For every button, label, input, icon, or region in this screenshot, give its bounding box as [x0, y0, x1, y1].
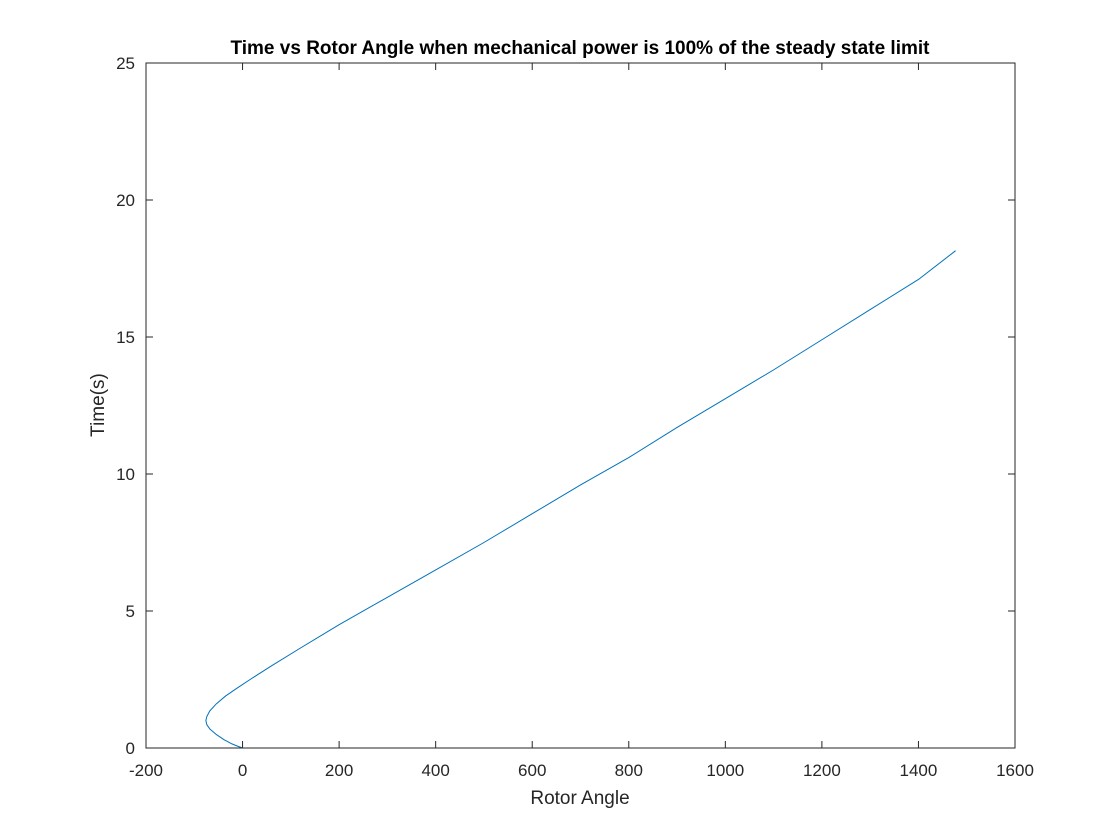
y-tick-label: 20: [116, 191, 135, 210]
x-axis-title: Rotor Angle: [530, 788, 629, 809]
series-line: [205, 250, 956, 749]
x-tick-label: 1000: [706, 761, 744, 780]
ticks-layer: -200 0 200 400 600 800 1000 1200 1400 1600 0 5 10 15 2…: [116, 54, 1034, 780]
x-tick-label: 600: [518, 761, 546, 780]
x-tick-label: 400: [421, 761, 449, 780]
y-tick-label: 25: [116, 54, 135, 73]
x-tick-label: -200: [129, 761, 163, 780]
x-tick-label: 800: [615, 761, 643, 780]
x-tick-label: 1200: [803, 761, 841, 780]
x-tick-label: 200: [325, 761, 353, 780]
y-tick-label: 0: [126, 739, 135, 758]
chart-title: Time vs Rotor Angle when mechanical powe…: [231, 38, 931, 59]
plot-area-frame: [145, 62, 1016, 749]
y-tick-label: 5: [126, 602, 135, 621]
x-tick-label: 0: [238, 761, 247, 780]
x-tick-label: 1400: [900, 761, 938, 780]
series-layer: [205, 250, 956, 749]
y-tick-label: 10: [116, 465, 135, 484]
x-tick-label: 1600: [996, 761, 1034, 780]
y-axis-title: Time(s): [88, 373, 109, 437]
plot-area-background: [146, 63, 1015, 748]
y-tick-label: 15: [116, 328, 135, 347]
